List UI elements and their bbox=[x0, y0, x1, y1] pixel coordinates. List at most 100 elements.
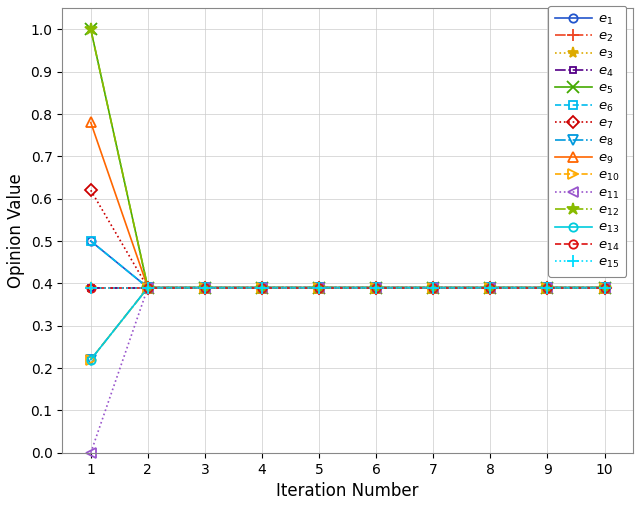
$e_{1}$ bbox=[316, 284, 323, 291]
$e_{7}$ bbox=[258, 284, 266, 291]
$e_{4}$ bbox=[601, 284, 609, 291]
$e_{2}$ bbox=[316, 284, 323, 291]
$e_{7}$ bbox=[543, 284, 551, 291]
$e_{6}$ bbox=[316, 284, 323, 291]
$e_{5}$ bbox=[543, 284, 551, 291]
Line: $e_{12}$: $e_{12}$ bbox=[84, 23, 611, 294]
$e_{12}$ bbox=[486, 284, 494, 291]
Line: $e_{4}$: $e_{4}$ bbox=[87, 284, 608, 291]
$e_{8}$ bbox=[201, 284, 209, 291]
$e_{9}$ bbox=[201, 284, 209, 291]
$e_{4}$ bbox=[87, 284, 95, 291]
$e_{5}$ bbox=[201, 284, 209, 291]
$e_{14}$ bbox=[201, 284, 209, 291]
$e_{12}$ bbox=[429, 284, 437, 291]
Line: $e_{8}$: $e_{8}$ bbox=[86, 283, 609, 365]
$e_{1}$ bbox=[543, 284, 551, 291]
$e_{11}$ bbox=[316, 284, 323, 291]
$e_{2}$ bbox=[258, 284, 266, 291]
$e_{6}$ bbox=[87, 238, 95, 244]
$e_{12}$ bbox=[316, 284, 323, 291]
$e_{5}$ bbox=[429, 284, 437, 291]
$e_{6}$ bbox=[601, 284, 609, 291]
$e_{5}$ bbox=[372, 284, 380, 291]
$e_{7}$ bbox=[486, 284, 494, 291]
$e_{3}$ bbox=[601, 284, 609, 291]
$e_{14}$ bbox=[87, 284, 95, 291]
$e_{10}$ bbox=[601, 284, 609, 291]
$e_{13}$ bbox=[429, 284, 437, 291]
$e_{4}$ bbox=[258, 284, 266, 291]
$e_{6}$ bbox=[543, 284, 551, 291]
$e_{9}$ bbox=[144, 284, 152, 291]
$e_{9}$ bbox=[543, 284, 551, 291]
$e_{11}$ bbox=[601, 284, 609, 291]
$e_{10}$ bbox=[543, 284, 551, 291]
$e_{8}$ bbox=[543, 284, 551, 291]
Line: $e_{15}$: $e_{15}$ bbox=[85, 282, 610, 293]
$e_{11}$ bbox=[144, 284, 152, 291]
$e_{12}$ bbox=[601, 284, 609, 291]
$e_{15}$ bbox=[372, 284, 380, 291]
Line: $e_{3}$: $e_{3}$ bbox=[85, 282, 610, 293]
$e_{8}$ bbox=[144, 284, 152, 291]
$e_{9}$ bbox=[372, 284, 380, 291]
$e_{3}$ bbox=[201, 284, 209, 291]
$e_{5}$ bbox=[486, 284, 494, 291]
$e_{13}$ bbox=[543, 284, 551, 291]
Line: $e_{5}$: $e_{5}$ bbox=[85, 24, 610, 293]
$e_{13}$ bbox=[201, 284, 209, 291]
$e_{7}$ bbox=[144, 284, 152, 291]
$e_{14}$ bbox=[316, 284, 323, 291]
Line: $e_{13}$: $e_{13}$ bbox=[86, 283, 609, 364]
Line: $e_{2}$: $e_{2}$ bbox=[85, 282, 610, 293]
$e_{8}$ bbox=[429, 284, 437, 291]
$e_{10}$ bbox=[429, 284, 437, 291]
$e_{13}$ bbox=[372, 284, 380, 291]
$e_{10}$ bbox=[486, 284, 494, 291]
$e_{2}$ bbox=[201, 284, 209, 291]
$e_{11}$ bbox=[543, 284, 551, 291]
$e_{4}$ bbox=[201, 284, 209, 291]
$e_{7}$ bbox=[601, 284, 609, 291]
$e_{4}$ bbox=[372, 284, 380, 291]
$e_{5}$ bbox=[258, 284, 266, 291]
$e_{11}$ bbox=[201, 284, 209, 291]
$e_{14}$ bbox=[429, 284, 437, 291]
$e_{1}$ bbox=[144, 284, 152, 291]
$e_{1}$ bbox=[486, 284, 494, 291]
$e_{9}$ bbox=[429, 284, 437, 291]
$e_{9}$ bbox=[486, 284, 494, 291]
$e_{15}$ bbox=[258, 284, 266, 291]
$e_{6}$ bbox=[258, 284, 266, 291]
$e_{9}$ bbox=[316, 284, 323, 291]
$e_{12}$ bbox=[258, 284, 266, 291]
$e_{15}$ bbox=[87, 284, 95, 291]
$e_{13}$ bbox=[87, 356, 95, 363]
$e_{2}$ bbox=[486, 284, 494, 291]
Line: $e_{14}$: $e_{14}$ bbox=[86, 283, 609, 292]
$e_{14}$ bbox=[486, 284, 494, 291]
$e_{14}$ bbox=[601, 284, 609, 291]
$e_{15}$ bbox=[316, 284, 323, 291]
$e_{11}$ bbox=[87, 450, 95, 456]
$e_{15}$ bbox=[144, 284, 152, 291]
$e_{9}$ bbox=[601, 284, 609, 291]
$e_{2}$ bbox=[543, 284, 551, 291]
Line: $e_{10}$: $e_{10}$ bbox=[86, 283, 609, 365]
$e_{6}$ bbox=[372, 284, 380, 291]
X-axis label: Iteration Number: Iteration Number bbox=[276, 482, 419, 500]
Line: $e_{11}$: $e_{11}$ bbox=[86, 283, 609, 458]
$e_{14}$ bbox=[543, 284, 551, 291]
$e_{3}$ bbox=[258, 284, 266, 291]
$e_{3}$ bbox=[543, 284, 551, 291]
$e_{6}$ bbox=[144, 284, 152, 291]
$e_{3}$ bbox=[429, 284, 437, 291]
$e_{1}$ bbox=[372, 284, 380, 291]
$e_{15}$ bbox=[543, 284, 551, 291]
Legend: $e_{1}$, $e_{2}$, $e_{3}$, $e_{4}$, $e_{5}$, $e_{6}$, $e_{7}$, $e_{8}$, $e_{9}$,: $e_{1}$, $e_{2}$, $e_{3}$, $e_{4}$, $e_{… bbox=[548, 6, 627, 277]
$e_{12}$ bbox=[201, 284, 209, 291]
$e_{15}$ bbox=[201, 284, 209, 291]
$e_{11}$ bbox=[429, 284, 437, 291]
$e_{2}$ bbox=[429, 284, 437, 291]
